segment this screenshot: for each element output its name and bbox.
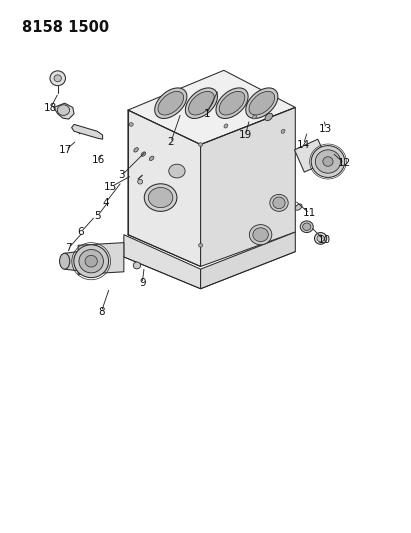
- Text: 10: 10: [317, 235, 330, 245]
- Text: 19: 19: [239, 130, 252, 140]
- Ellipse shape: [252, 115, 256, 119]
- Ellipse shape: [158, 91, 184, 115]
- Ellipse shape: [323, 157, 333, 166]
- Polygon shape: [78, 243, 124, 274]
- Ellipse shape: [270, 195, 288, 212]
- Text: 16: 16: [92, 156, 105, 165]
- Ellipse shape: [141, 152, 146, 156]
- Text: 15: 15: [104, 182, 118, 192]
- Ellipse shape: [134, 148, 139, 152]
- Ellipse shape: [246, 88, 278, 118]
- Ellipse shape: [138, 179, 143, 184]
- Ellipse shape: [199, 244, 203, 247]
- Text: 8: 8: [98, 306, 105, 317]
- Ellipse shape: [133, 262, 141, 269]
- Ellipse shape: [281, 129, 285, 133]
- Polygon shape: [128, 110, 201, 266]
- Ellipse shape: [50, 71, 65, 86]
- Text: 9: 9: [139, 278, 145, 288]
- Text: 5: 5: [94, 211, 101, 221]
- Ellipse shape: [149, 156, 154, 160]
- Ellipse shape: [54, 75, 61, 82]
- Polygon shape: [54, 103, 74, 119]
- Ellipse shape: [148, 188, 173, 208]
- Ellipse shape: [249, 91, 275, 115]
- Text: 11: 11: [303, 208, 316, 219]
- Polygon shape: [124, 235, 201, 289]
- Text: 6: 6: [78, 227, 84, 237]
- Ellipse shape: [249, 224, 272, 245]
- Ellipse shape: [295, 204, 302, 210]
- Text: 4: 4: [102, 198, 109, 208]
- Ellipse shape: [57, 105, 69, 115]
- Ellipse shape: [300, 221, 313, 232]
- Ellipse shape: [79, 249, 104, 273]
- Text: 13: 13: [319, 124, 332, 134]
- Polygon shape: [201, 232, 296, 289]
- Ellipse shape: [155, 88, 187, 118]
- Ellipse shape: [60, 253, 70, 269]
- Ellipse shape: [144, 184, 177, 212]
- Text: 3: 3: [118, 171, 125, 180]
- Ellipse shape: [265, 113, 272, 120]
- Ellipse shape: [273, 197, 285, 209]
- Ellipse shape: [314, 232, 327, 244]
- Ellipse shape: [185, 88, 217, 118]
- Text: 12: 12: [338, 158, 351, 168]
- Text: 1: 1: [203, 109, 210, 119]
- Text: 18: 18: [44, 103, 57, 114]
- Ellipse shape: [74, 245, 109, 278]
- Text: 7: 7: [65, 243, 72, 253]
- Polygon shape: [295, 139, 328, 172]
- Ellipse shape: [315, 150, 341, 173]
- Ellipse shape: [169, 164, 185, 178]
- Ellipse shape: [224, 124, 228, 128]
- Ellipse shape: [253, 228, 268, 241]
- Ellipse shape: [85, 255, 97, 267]
- Polygon shape: [65, 252, 77, 271]
- Ellipse shape: [129, 123, 133, 126]
- Text: 17: 17: [59, 145, 72, 155]
- Text: 8158 1500: 8158 1500: [22, 20, 109, 35]
- Ellipse shape: [317, 235, 324, 242]
- Ellipse shape: [199, 143, 203, 147]
- Ellipse shape: [302, 223, 311, 230]
- Text: 2: 2: [168, 138, 174, 148]
- Polygon shape: [201, 108, 296, 266]
- Text: 14: 14: [297, 140, 310, 150]
- Ellipse shape: [189, 91, 214, 115]
- Ellipse shape: [216, 88, 248, 118]
- Polygon shape: [72, 124, 103, 139]
- Ellipse shape: [311, 146, 345, 177]
- Ellipse shape: [219, 91, 245, 115]
- Polygon shape: [128, 70, 296, 144]
